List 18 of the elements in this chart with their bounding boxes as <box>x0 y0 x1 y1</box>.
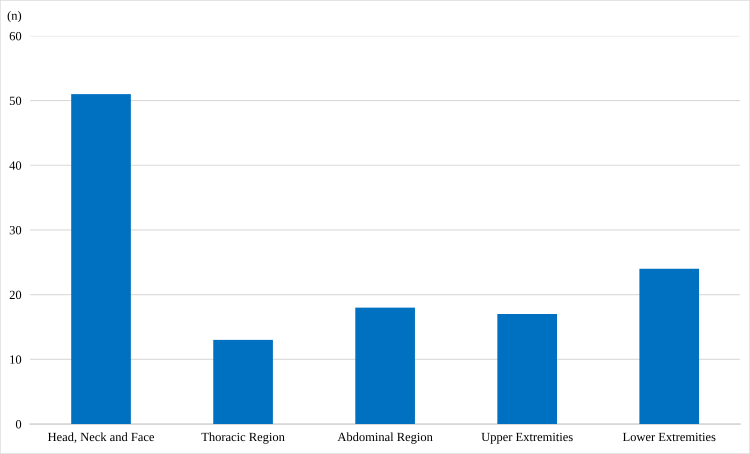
x-tick-label: Head, Neck and Face <box>48 432 154 443</box>
y-tick-label: 60 <box>10 32 22 40</box>
bar <box>639 268 700 424</box>
y-tick-label: 20 <box>10 290 22 300</box>
y-tick-label: 10 <box>10 355 22 364</box>
x-tick-label: Lower Extremities <box>622 432 716 442</box>
bar <box>497 314 558 424</box>
bar <box>71 94 131 424</box>
y-tick-label: 30 <box>10 226 22 234</box>
x-tick-label: Thoracic Region <box>201 432 285 444</box>
x-tick-label: Upper Extremities <box>481 432 573 444</box>
y-tick-label: 50 <box>10 96 22 106</box>
y-tick-label: 0 <box>16 420 22 428</box>
x-tick-label: Abdominal Region <box>338 432 433 444</box>
bar <box>213 340 273 424</box>
bar <box>355 308 415 424</box>
y-axis-title: (n) <box>8 10 22 22</box>
y-tick-label: 40 <box>9 161 22 170</box>
